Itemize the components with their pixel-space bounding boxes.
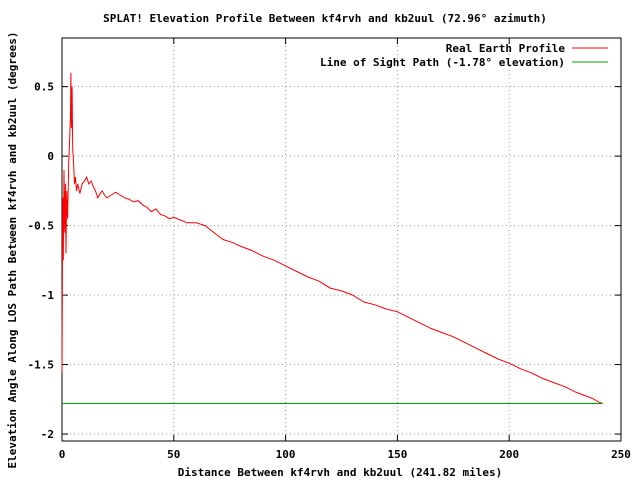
x-tick-label: 250 [611, 448, 631, 461]
x-tick-label: 100 [276, 448, 296, 461]
y-tick-label: -1.5 [28, 359, 55, 372]
x-axis-label: Distance Between kf4rvh and kb2uul (241.… [178, 466, 503, 479]
x-tick-label: 0 [59, 448, 66, 461]
x-tick-label: 200 [499, 448, 519, 461]
y-tick-label: -0.5 [28, 220, 55, 233]
y-ticks: 0.5 0 -0.5 -1 -1.5 -2 [28, 81, 621, 441]
series-line-real-earth-profile [61, 72, 603, 404]
axes [61, 37, 622, 442]
series-group [61, 72, 603, 404]
x-tick-label: 150 [387, 448, 407, 461]
y-axis-label: Elevation Angle Along LOS Path Between k… [6, 31, 19, 468]
y-tick-label: 0.5 [34, 81, 54, 94]
y-tick-label: -2 [41, 428, 54, 441]
plot-frame [61, 37, 622, 442]
legend-label-real-earth: Real Earth Profile [446, 42, 566, 55]
x-ticks: 0 50 100 150 200 250 [59, 38, 631, 461]
y-tick-label: -1 [41, 289, 55, 302]
x-tick-label: 50 [167, 448, 180, 461]
legend: Real Earth Profile Line of Sight Path (-… [320, 42, 608, 69]
chart-title: SPLAT! Elevation Profile Between kf4rvh … [103, 12, 547, 25]
legend-label-line-of-sight: Line of Sight Path (-1.78° elevation) [320, 56, 565, 69]
y-tick-label: 0 [47, 150, 54, 163]
